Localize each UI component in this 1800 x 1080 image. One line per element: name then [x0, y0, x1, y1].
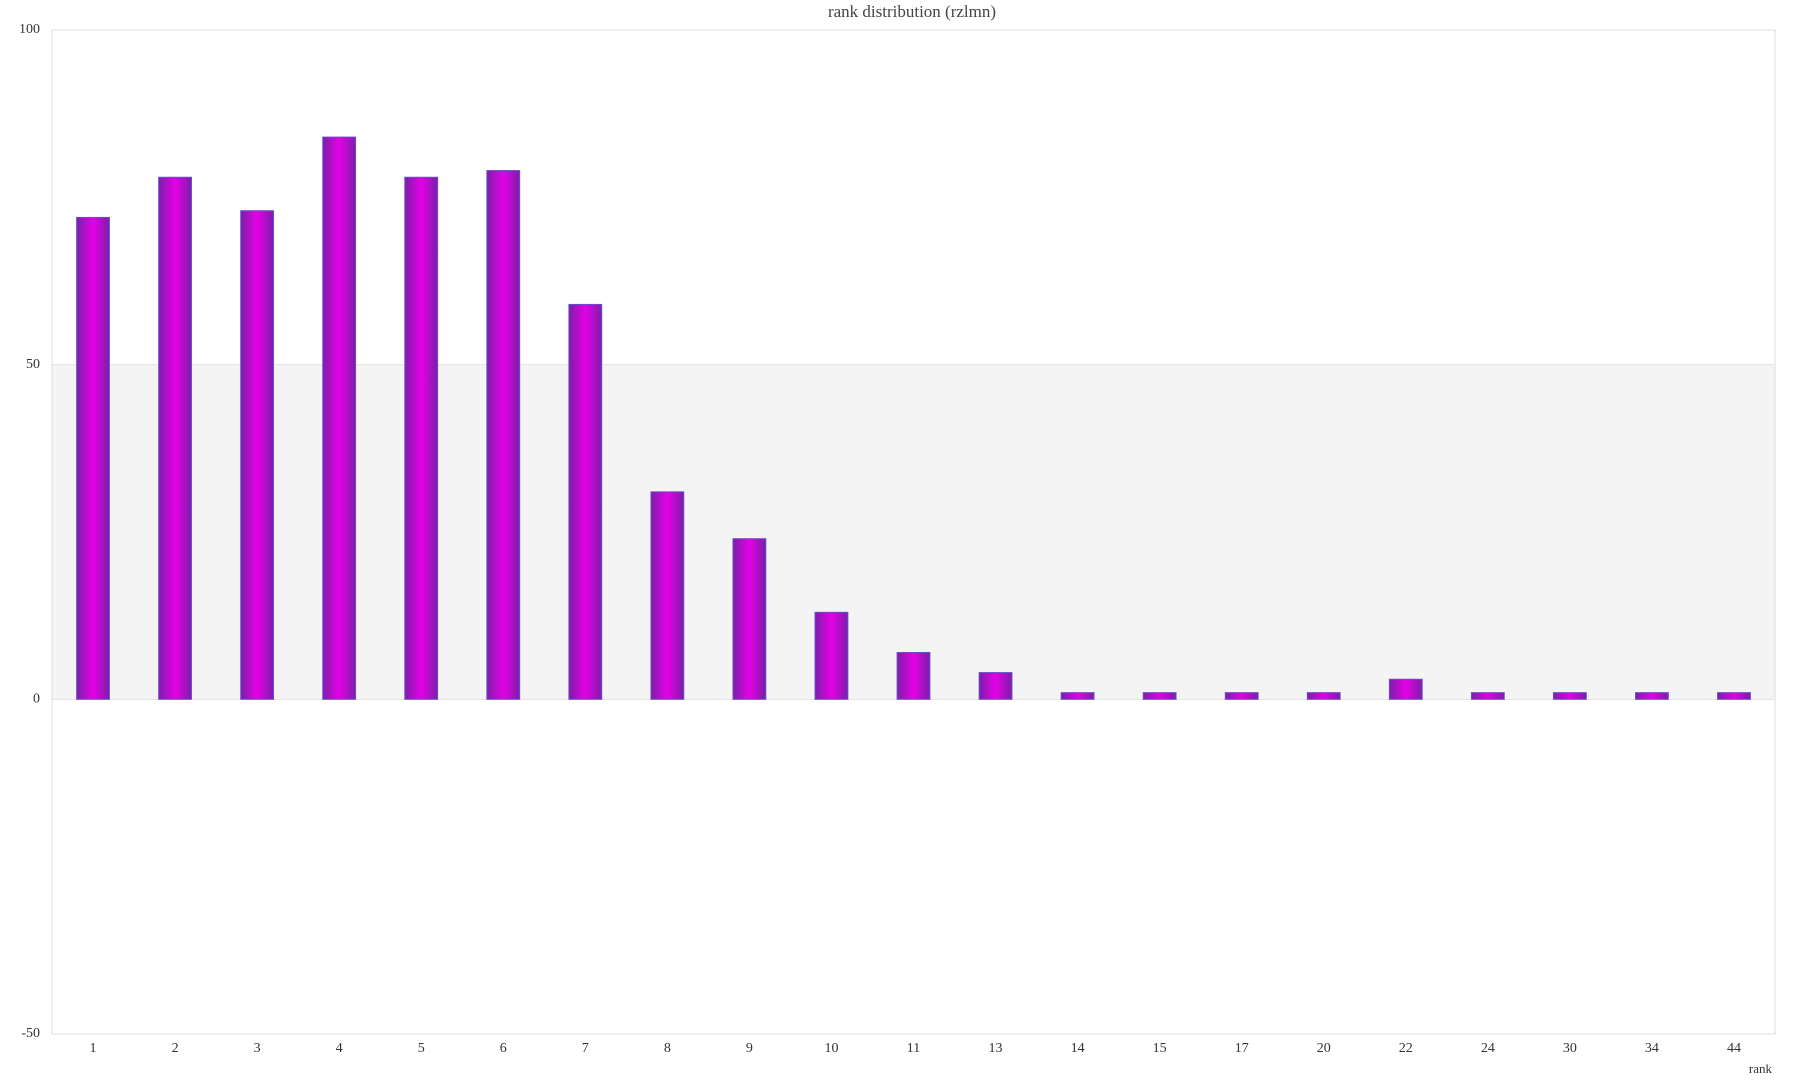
bar	[1635, 692, 1669, 700]
bar	[1470, 692, 1505, 700]
bar	[814, 611, 849, 700]
x-tick-label: 9	[746, 1041, 753, 1056]
x-tick-label: 14	[1071, 1041, 1085, 1056]
x-tick-label: 6	[500, 1041, 507, 1056]
x-tick-label: 8	[664, 1041, 671, 1056]
x-tick-label: 44	[1727, 1041, 1741, 1056]
y-tick-label: -50	[21, 1026, 40, 1041]
bar	[240, 210, 275, 700]
y-tick-label: 0	[33, 692, 40, 707]
x-tick-label: 30	[1563, 1041, 1577, 1056]
x-tick-label: 11	[907, 1041, 920, 1056]
bar	[650, 491, 685, 700]
x-tick-label: 4	[336, 1041, 343, 1056]
x-tick-label: 10	[824, 1041, 838, 1056]
chart-title: rank distribution (rzlmn)	[828, 2, 996, 21]
bar	[896, 651, 931, 700]
bar	[568, 303, 603, 700]
bar	[404, 176, 439, 700]
bar	[1224, 692, 1259, 700]
x-tick-label: 3	[254, 1041, 261, 1056]
bar	[322, 136, 357, 700]
bar	[158, 176, 192, 700]
x-tick-label: 34	[1645, 1041, 1659, 1056]
bar	[1717, 692, 1751, 700]
bar	[732, 538, 767, 700]
y-tick-label: 50	[26, 357, 40, 372]
bar	[1060, 692, 1095, 700]
bar	[1552, 692, 1587, 700]
x-tick-label: 20	[1317, 1041, 1331, 1056]
x-tick-label: 2	[172, 1041, 179, 1056]
x-axis-label: rank	[1749, 1061, 1773, 1076]
x-tick-label: 7	[582, 1041, 589, 1056]
x-tick-label: 13	[989, 1041, 1003, 1056]
bar	[486, 170, 521, 700]
y-tick-label: 100	[19, 22, 40, 37]
x-tick-label: 17	[1235, 1041, 1249, 1056]
x-tick-label: 5	[418, 1041, 425, 1056]
x-tick-label: 24	[1481, 1041, 1495, 1056]
x-tick-label: 15	[1153, 1041, 1167, 1056]
bar	[76, 216, 110, 700]
bar	[1306, 692, 1341, 700]
bar	[978, 672, 1013, 700]
bar	[1142, 692, 1177, 700]
bar	[1388, 678, 1423, 700]
x-tick-label: 22	[1399, 1041, 1413, 1056]
plot-band	[52, 364, 1775, 700]
x-tick-label: 1	[90, 1041, 97, 1056]
